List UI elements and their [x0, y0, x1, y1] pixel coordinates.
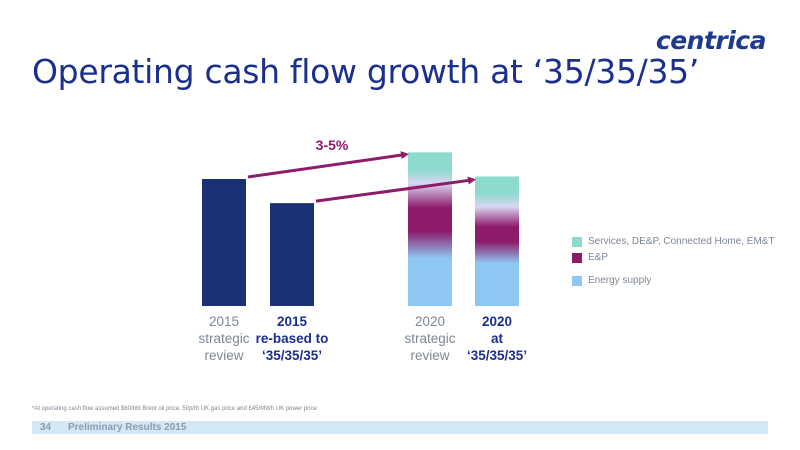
x-tick-label-2: 2015 re-based to ‘35/35/35’: [237, 313, 347, 364]
growth-arrow-rebased: [315, 176, 476, 203]
chart: 3-5%: [202, 137, 519, 306]
x-tick-label-line: review: [204, 348, 244, 363]
page-title: Operating cash flow growth at ‘35/35/35’: [32, 52, 700, 91]
x-tick-label-line: at: [490, 331, 503, 346]
legend-swatch-ep: [572, 253, 582, 263]
x-tick-label-line: ‘35/35/35’: [261, 348, 323, 363]
footer-text: Preliminary Results 2015: [68, 422, 187, 433]
x-tick-label-line: 2015: [276, 314, 308, 329]
footer-bar: 34 Preliminary Results 2015: [32, 421, 768, 434]
legend-label-ep: E&P: [588, 252, 609, 263]
x-tick-label-line: 2020: [414, 314, 446, 329]
footnote: *At operating cash flow assumed $60/bbl …: [32, 406, 317, 412]
centrica-logo: centrica: [655, 26, 767, 55]
x-tick-label-line: 2020: [481, 314, 513, 329]
legend: Services, DE&P, Connected Home, EM&T E&P…: [572, 236, 775, 286]
x-tick-label-line: strategic: [404, 331, 456, 346]
x-tick-label-line: strategic: [198, 331, 250, 346]
x-tick-label-line: 2015: [208, 314, 240, 329]
legend-item-ep: E&P: [572, 252, 775, 263]
bar-1: [202, 179, 246, 306]
x-tick-label-line: re-based to: [255, 331, 329, 346]
x-tick-label-4: 2020 at ‘35/35/35’: [442, 313, 552, 364]
growth-arrow-strategic: [247, 151, 409, 179]
x-tick-label-1: 2015 strategic review: [169, 313, 279, 364]
legend-swatch-energy-supply: [572, 276, 582, 286]
x-tick-label-line: review: [410, 348, 450, 363]
legend-label-energy-supply: Energy supply: [588, 275, 652, 286]
legend-swatch-services: [572, 237, 582, 247]
page-number: 34: [40, 422, 52, 433]
x-tick-label-line: ‘35/35/35’: [466, 348, 528, 363]
stacked-bar-4: [475, 176, 519, 306]
legend-item-services: Services, DE&P, Connected Home, EM&T: [572, 236, 775, 247]
growth-annotation: 3-5%: [316, 137, 349, 153]
legend-item-energy-supply: Energy supply: [572, 275, 775, 286]
bar-2: [270, 203, 314, 306]
x-tick-label-3: 2020 strategic review: [375, 313, 485, 364]
stacked-bar-3: [408, 152, 452, 306]
legend-label-services: Services, DE&P, Connected Home, EM&T: [588, 236, 775, 247]
